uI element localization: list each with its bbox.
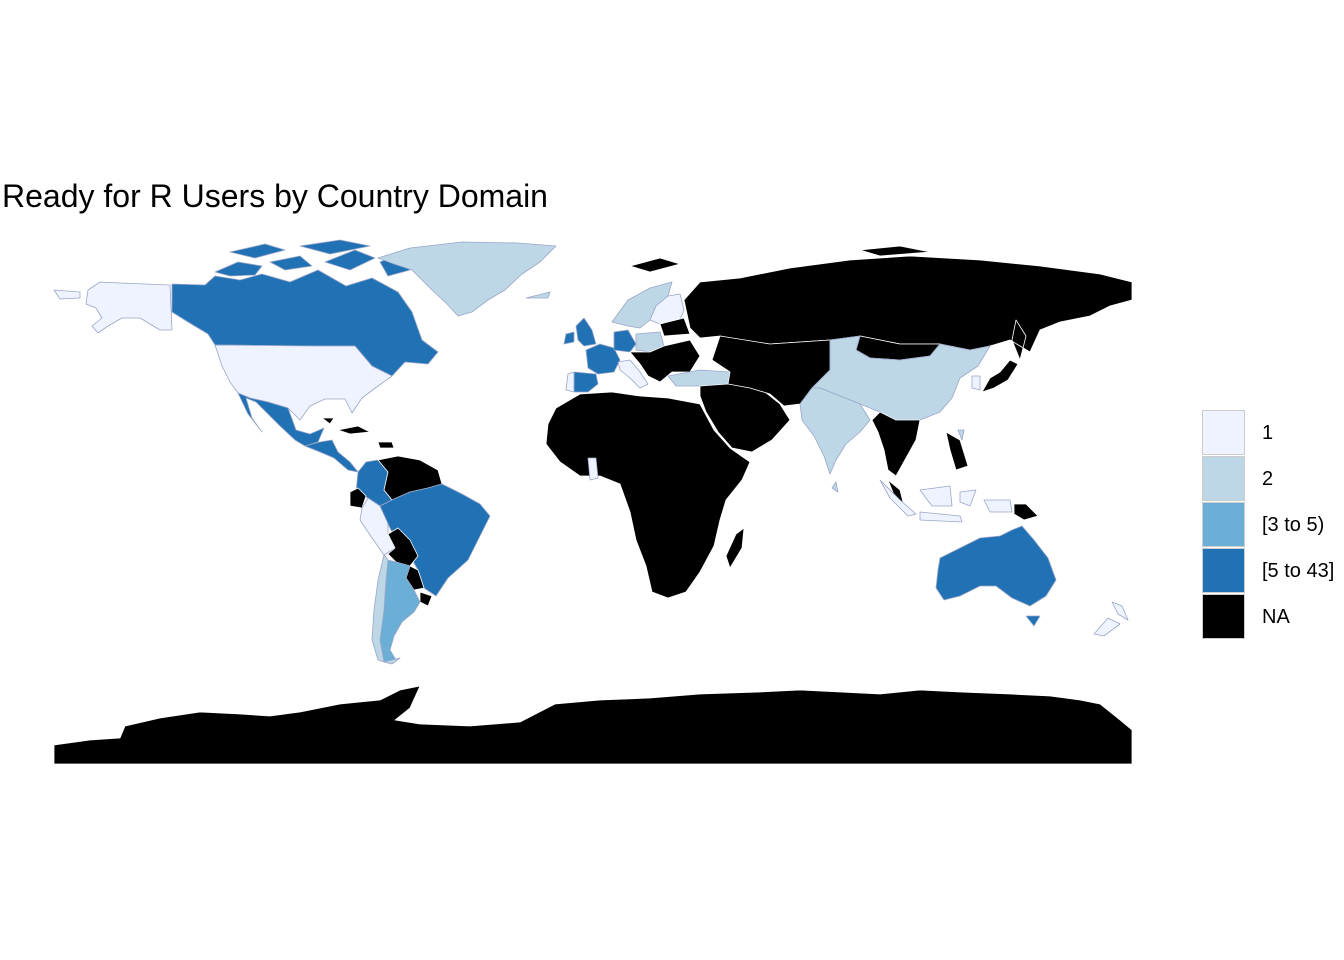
region-papua-new-guinea — [1013, 503, 1039, 521]
region-taiwan — [957, 429, 965, 441]
legend-label-3-to-5: [3 to 5) — [1262, 514, 1325, 536]
legend-label-na: NA — [1262, 606, 1290, 628]
region-alaska — [53, 281, 173, 334]
region-madagascar — [725, 527, 745, 569]
region-india — [799, 387, 871, 493]
region-new-zealand — [1093, 601, 1129, 637]
region-finland — [649, 293, 685, 325]
region-italy — [617, 359, 649, 389]
region-japan — [981, 359, 1019, 393]
legend-item-1: 1 — [1202, 410, 1342, 456]
region-ghana — [587, 457, 599, 481]
legend-item-na: NA — [1202, 594, 1342, 640]
region-greenland — [377, 241, 557, 317]
region-uruguay — [419, 591, 433, 607]
region-chile — [371, 554, 401, 665]
legend-label-2: 2 — [1262, 468, 1274, 490]
legend-label-5-to-43: [5 to 43] — [1262, 560, 1335, 582]
region-antarctica — [53, 685, 1133, 765]
legend-swatch-2 — [1202, 456, 1245, 501]
region-central-asia — [711, 335, 831, 407]
legend-swatch-1 — [1202, 410, 1245, 455]
region-uk-ireland — [563, 317, 597, 347]
legend-item-3-to-5: [3 to 5) — [1202, 502, 1342, 548]
region-mexico — [237, 392, 325, 447]
region-germany — [613, 329, 637, 353]
region-portugal — [565, 371, 575, 393]
legend-item-2: 2 — [1202, 456, 1342, 502]
legend-swatch-3-to-5 — [1202, 502, 1245, 547]
region-africa — [545, 391, 751, 599]
region-france — [585, 343, 621, 375]
region-australia — [935, 525, 1057, 627]
region-central-america — [304, 439, 359, 473]
region-canada — [171, 239, 439, 377]
region-russia — [629, 245, 1133, 361]
legend-swatch-na — [1202, 594, 1245, 639]
legend-item-5-to-43: [5 to 43] — [1202, 548, 1342, 594]
legend-swatch-5-to-43 — [1202, 548, 1245, 593]
legend-label-1: 1 — [1262, 422, 1274, 444]
map-title: Ready for R Users by Country Domain — [2, 178, 548, 214]
region-indonesia — [879, 479, 1013, 523]
region-spain — [573, 371, 599, 393]
region-ecuador — [349, 487, 367, 509]
region-korea — [971, 375, 981, 391]
region-caribbean — [321, 417, 395, 449]
